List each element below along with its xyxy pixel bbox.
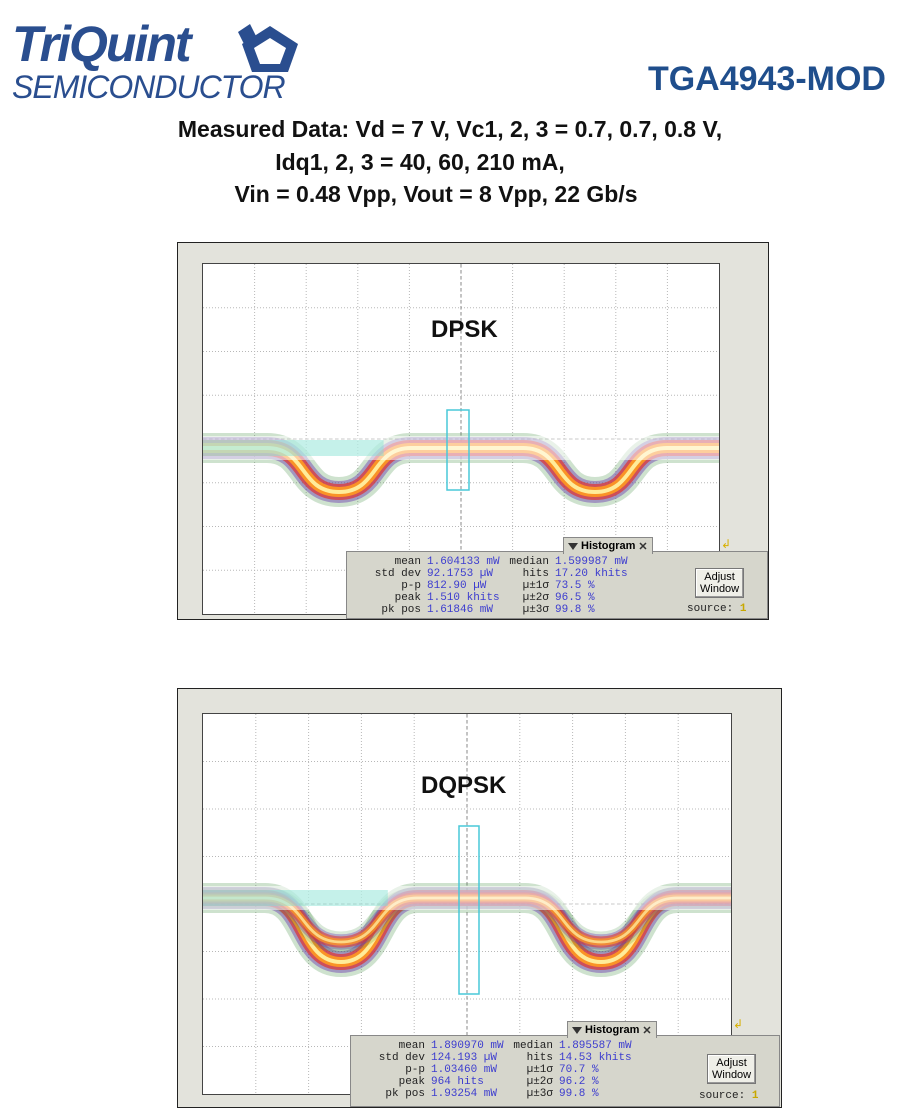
source-value: 1 — [751, 1090, 759, 1102]
stat-label: peak — [394, 592, 421, 604]
stat-label: mean — [398, 1040, 425, 1052]
histogram-title: Histogram — [585, 1024, 640, 1036]
adjust-label-2: Window — [712, 1069, 752, 1081]
stat-value: 73.5 % — [555, 580, 595, 592]
stat-value: 1.599987 mW — [555, 556, 628, 568]
histogram-tab[interactable]: Histogram ✕ — [563, 537, 653, 554]
modulation-label-dpsk: DPSK — [431, 316, 498, 343]
stat-label: µ±1σ — [522, 580, 549, 592]
adjust-window-button[interactable]: Adjust Window — [695, 568, 745, 598]
adjust-label-1: Adjust — [716, 1057, 747, 1069]
histogram-title: Histogram — [581, 540, 636, 552]
stat-label: pk pos — [385, 1088, 425, 1100]
pentagon-logo-icon — [238, 24, 298, 72]
stat-label: hits — [522, 568, 549, 580]
source-label: source: — [699, 1090, 746, 1102]
stat-value: 964 hits — [431, 1076, 484, 1088]
histogram-panel-dqpsk: Histogram ✕ Adjust Window source: 1 mean… — [350, 1021, 780, 1107]
dropdown-arrow-icon[interactable] — [572, 1026, 582, 1034]
scope-panel-dqpsk: DQPSK ↲ Histogram ✕ Adjust Window source… — [177, 688, 782, 1108]
stat-value: 70.7 % — [559, 1064, 599, 1076]
stat-value: 812.90 µW — [427, 580, 487, 592]
stat-label: hits — [526, 1052, 553, 1064]
trigger-marker-icon: ↲ — [733, 1017, 744, 1031]
stat-value: 96.2 % — [559, 1076, 599, 1088]
stat-value: 1.890970 mW — [431, 1040, 504, 1052]
stat-value: 1.93254 mW — [431, 1088, 498, 1100]
measured-line-2: Idq1, 2, 3 = 40, 60, 210 mA, — [275, 149, 565, 175]
close-icon[interactable]: ✕ — [642, 1024, 652, 1037]
stat-value: 96.5 % — [555, 592, 595, 604]
stat-label: median — [509, 556, 549, 568]
close-icon[interactable]: ✕ — [638, 540, 648, 553]
dropdown-arrow-icon[interactable] — [568, 542, 578, 550]
histogram-panel-dpsk: Histogram ✕ Adjust Window source: 1 mean… — [346, 537, 768, 619]
stat-label: p-p — [401, 580, 421, 592]
modulation-label-dqpsk: DQPSK — [421, 772, 507, 799]
stat-value: 17.20 khits — [555, 568, 628, 580]
stat-label: µ±2σ — [526, 1076, 553, 1088]
histogram-window-box[interactable] — [458, 825, 480, 995]
stat-label: mean — [394, 556, 421, 568]
stat-label: std dev — [378, 1052, 425, 1064]
histogram-window-box[interactable] — [446, 409, 470, 491]
eye-traces — [203, 883, 731, 977]
eye-plot-dqpsk — [203, 714, 731, 1094]
eye-traces — [203, 433, 719, 507]
adjust-window-button[interactable]: Adjust Window — [707, 1054, 757, 1084]
stat-label: µ±3σ — [522, 604, 549, 616]
source-value: 1 — [739, 603, 747, 615]
histogram-tab[interactable]: Histogram ✕ — [567, 1021, 657, 1038]
stat-value: 1.604133 mW — [427, 556, 500, 568]
scope-panel-dpsk: DPSK ↲ Histogram ✕ Adjust Window source:… — [177, 242, 769, 620]
stat-value: 1.895587 mW — [559, 1040, 632, 1052]
stat-label: µ±2σ — [522, 592, 549, 604]
stat-label: std dev — [374, 568, 421, 580]
adjust-label-2: Window — [700, 583, 740, 595]
part-number: TGA4943-MOD — [647, 60, 886, 98]
stat-value: 124.193 µW — [431, 1052, 498, 1064]
stat-label: peak — [398, 1076, 425, 1088]
stat-value: 99.8 % — [555, 604, 595, 616]
measured-line-3: Vin = 0.48 Vpp, Vout = 8 Vpp, 22 Gb/s — [234, 181, 638, 207]
source-label: source: — [687, 603, 734, 615]
stat-value: 99.8 % — [559, 1088, 599, 1100]
stat-value: 92.1753 µW — [427, 568, 494, 580]
logo-wordmark: TriQuint — [12, 16, 192, 72]
stat-label: µ±3σ — [526, 1088, 553, 1100]
stat-label: p-p — [405, 1064, 425, 1076]
stat-label: µ±1σ — [526, 1064, 553, 1076]
measured-line-1: Measured Data: Vd = 7 V, Vc1, 2, 3 = 0.7… — [177, 116, 723, 142]
stat-value: 14.53 khits — [559, 1052, 632, 1064]
stat-value: 1.510 khits — [427, 592, 500, 604]
logo-subtitle: SEMICONDUCTOR — [12, 69, 286, 105]
stat-value: 1.61846 mW — [427, 604, 494, 616]
adjust-label-1: Adjust — [704, 571, 735, 583]
triquint-logo: TriQuint SEMICONDUCTOR — [10, 14, 310, 104]
stat-label: pk pos — [381, 604, 421, 616]
source-readout: source: 1 — [699, 1090, 758, 1102]
source-readout: source: 1 — [687, 603, 746, 615]
stat-value: 1.03460 mW — [431, 1064, 498, 1076]
stat-label: median — [513, 1040, 553, 1052]
trigger-marker-icon: ↲ — [721, 537, 732, 551]
